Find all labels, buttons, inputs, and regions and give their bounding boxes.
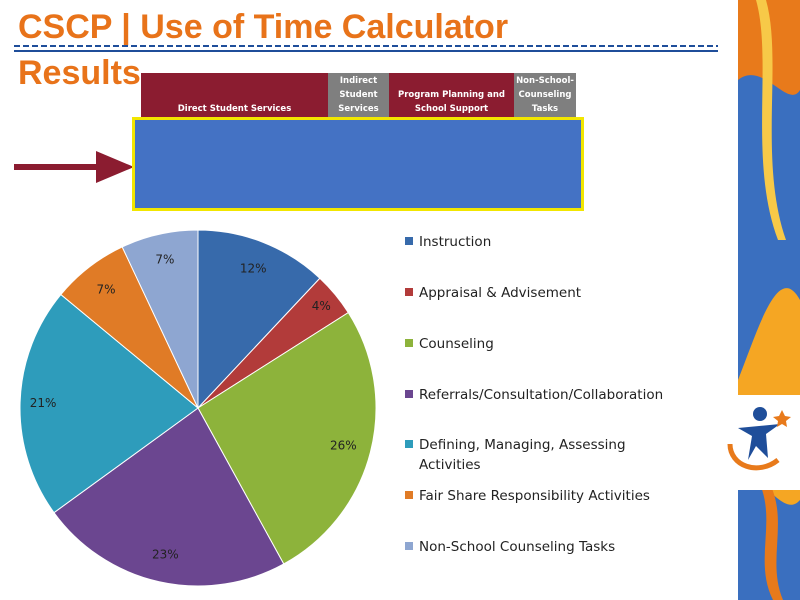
legend-swatch [405, 491, 413, 499]
pie-slice [121, 229, 199, 409]
band-nonschool-line-1: Non-School- [516, 76, 574, 86]
legend-item: Defining, Managing, Assessing Activities [405, 435, 626, 475]
legend-label: Appraisal & Advisement [419, 285, 582, 301]
legend-label: Counseling [419, 336, 494, 352]
pie-chart: 12% 4% 26% 23% 21% 7% 7% [19, 229, 377, 587]
legend-swatch [405, 440, 413, 448]
pie-slice [197, 229, 321, 410]
legend-swatch [405, 390, 413, 398]
legend-label: Fair Share Responsibility Activities [419, 488, 650, 504]
band-indirect-line-1: Indirect [339, 76, 378, 86]
category-header-band: Direct Student Services Indirect Student… [141, 73, 576, 117]
band-nonschool-line-2: Counseling [518, 90, 572, 100]
legend-swatch [405, 542, 413, 550]
pie-slice [197, 311, 377, 565]
pie-data-label: 7% [97, 282, 116, 296]
legend-item: Counseling [405, 334, 494, 354]
legend-item: Appraisal & Advisement [405, 283, 581, 303]
pie-data-label: 26% [330, 438, 357, 452]
pie-data-label: 21% [30, 396, 57, 410]
pie-slice [53, 407, 285, 587]
legend-label: Instruction [419, 234, 492, 250]
legend-label: Defining, Managing, Assessing Activities [419, 437, 626, 473]
band-indirect-student-services: Indirect Student Services [328, 73, 389, 117]
legend-item: Non-School Counseling Tasks [405, 537, 615, 557]
band-program-planning: Program Planning and School Support [389, 73, 514, 117]
pie-data-label: 23% [152, 547, 179, 561]
band-indirect-line-2: Student [339, 90, 378, 100]
logo-icon [727, 407, 791, 471]
decorative-side-band [738, 0, 800, 600]
legend-item: Instruction [405, 232, 491, 252]
page-title-line-1: CSCP | Use of Time Calculator [18, 8, 509, 46]
band-non-school-counseling: Non-School- Counseling Tasks [514, 73, 576, 117]
arrow-right-icon [14, 151, 134, 183]
band-indirect-label: Indirect Student Services [338, 74, 378, 116]
band-program-line-2: School Support [414, 104, 489, 114]
title-underline [14, 45, 718, 52]
pie-slice [19, 293, 199, 514]
pie-data-label: 7% [155, 253, 174, 267]
pie-data-label: 4% [312, 299, 331, 313]
page-title-line-2: Results [18, 54, 141, 92]
band-program-line-1: Program Planning and [398, 90, 505, 100]
legend-label: Non-School Counseling Tasks [419, 539, 616, 555]
legend-label: Referrals/Consultation/Collaboration [419, 387, 664, 403]
pie-data-label: 12% [240, 262, 267, 276]
band-direct-label: Direct Student Services [177, 104, 292, 114]
legend-swatch [405, 339, 413, 347]
page-title: CSCP | Use of Time Calculator Results [18, 4, 508, 96]
band-direct-student-services: Direct Student Services [141, 73, 328, 117]
band-indirect-line-3: Services [338, 104, 379, 114]
band-nonschool-line-3: Tasks [531, 104, 559, 114]
highlight-bar [132, 117, 584, 211]
legend-item: Fair Share Responsibility Activities [405, 486, 650, 506]
legend-swatch [405, 288, 413, 296]
band-program-label: Program Planning and School Support [398, 88, 505, 116]
legend-swatch [405, 237, 413, 245]
band-nonschool-label: Non-School- Counseling Tasks [516, 74, 574, 116]
legend-item: Referrals/Consultation/Collaboration [405, 385, 663, 405]
